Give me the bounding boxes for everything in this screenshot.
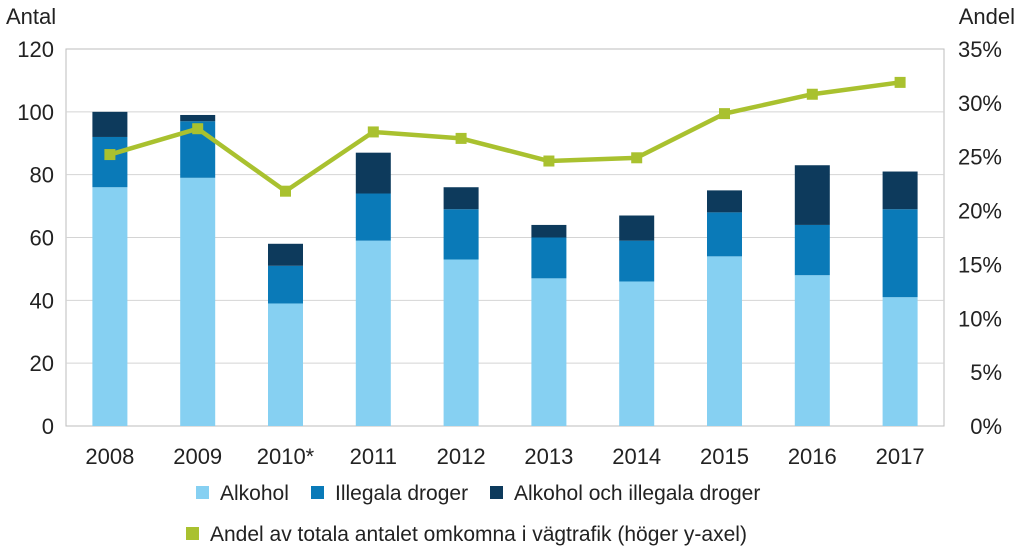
bar-segment — [707, 190, 742, 213]
right-axis-title: Andel — [959, 4, 1015, 29]
right-tick-label: 5% — [970, 360, 1002, 385]
legend: Alkohol Illegala droger Alkohol och illega… — [186, 482, 760, 546]
bar-segment — [268, 243, 303, 266]
legend-label: Alkohol — [220, 482, 289, 505]
bar-segment — [92, 136, 128, 188]
left-tick-label: 100 — [17, 100, 54, 125]
x-tick-label: 2008 — [85, 444, 134, 469]
bar-segment — [180, 114, 216, 122]
x-tick-label: 2009 — [173, 444, 222, 469]
bar-segment — [443, 209, 479, 260]
bar-segment — [355, 193, 391, 241]
x-tick-label: 2011 — [350, 444, 397, 469]
right-tick-label: 30% — [958, 91, 1002, 116]
right-tick-label: 0% — [970, 414, 1002, 439]
bar-segment — [794, 275, 830, 426]
bar-segment — [882, 209, 918, 298]
legend-swatch — [196, 486, 209, 499]
x-tick-label: 2016 — [788, 444, 837, 469]
legend-label: Andel av totala antalet omkomna i vägtra… — [210, 523, 747, 546]
bar-segment — [619, 240, 655, 282]
x-tick-label: 2012 — [437, 444, 486, 469]
share-point — [543, 155, 555, 167]
left-tick-label: 40 — [30, 288, 54, 313]
bar-segment — [531, 278, 567, 426]
x-tick-label: 2014 — [612, 444, 661, 469]
right-tick-label: 20% — [958, 199, 1002, 224]
right-tick-label: 35% — [958, 37, 1002, 62]
line-layer — [104, 76, 906, 197]
x-tick-label: 2010* — [257, 444, 315, 469]
bar-segment — [92, 111, 128, 137]
x-tick-label: 2015 — [700, 444, 749, 469]
share-point — [719, 108, 730, 120]
bar-segment — [882, 297, 918, 426]
bar-segment — [531, 237, 567, 279]
bar-segment — [443, 259, 479, 426]
share-point — [280, 185, 291, 197]
left-tick-label: 20 — [30, 351, 54, 376]
bar-segment — [794, 224, 830, 276]
bar-segment — [619, 215, 655, 241]
left-axis-title: Antal — [6, 4, 56, 29]
left-tick-label: 80 — [30, 163, 54, 188]
bar-segment — [707, 212, 742, 257]
share-point — [104, 149, 116, 161]
bar-segment — [268, 303, 303, 426]
bar-segment — [268, 265, 303, 304]
bar-layer — [92, 111, 918, 426]
share-point — [455, 132, 467, 144]
share-point — [192, 123, 204, 135]
right-tick-label: 15% — [958, 252, 1002, 277]
left-tick-label: 60 — [30, 226, 54, 251]
left-tick-label: 120 — [17, 37, 54, 62]
share-point — [367, 126, 379, 138]
legend-swatch — [311, 486, 324, 499]
share-point — [806, 88, 818, 100]
legend-swatch — [186, 527, 199, 540]
share-point — [894, 76, 906, 88]
right-tick-label: 10% — [958, 306, 1002, 331]
x-tick-label: 2017 — [876, 444, 925, 469]
legend-swatch — [490, 486, 503, 499]
share-line — [109, 80, 901, 194]
bar-segment — [794, 165, 830, 225]
share-point — [631, 152, 643, 164]
legend-label: Illegala droger — [335, 482, 468, 505]
axis-layer: 0 20 40 60 80 100 120 0% 5% 10% 15% 20% 25% 30% 35% 200… — [17, 37, 1002, 469]
bar-segment — [443, 187, 479, 210]
bar-segment — [355, 240, 391, 426]
bar-segment — [882, 171, 918, 210]
legend-label: Alkohol och illegala droger — [514, 482, 760, 505]
right-tick-label: 25% — [958, 145, 1002, 170]
left-tick-label: 0 — [42, 414, 54, 439]
bar-segment — [92, 187, 128, 426]
bar-segment — [180, 177, 216, 426]
bar-segment — [707, 256, 742, 426]
bar-segment — [531, 224, 567, 238]
x-tick-label: 2013 — [524, 444, 573, 469]
bar-segment — [355, 152, 391, 194]
bar-segment — [619, 281, 655, 426]
